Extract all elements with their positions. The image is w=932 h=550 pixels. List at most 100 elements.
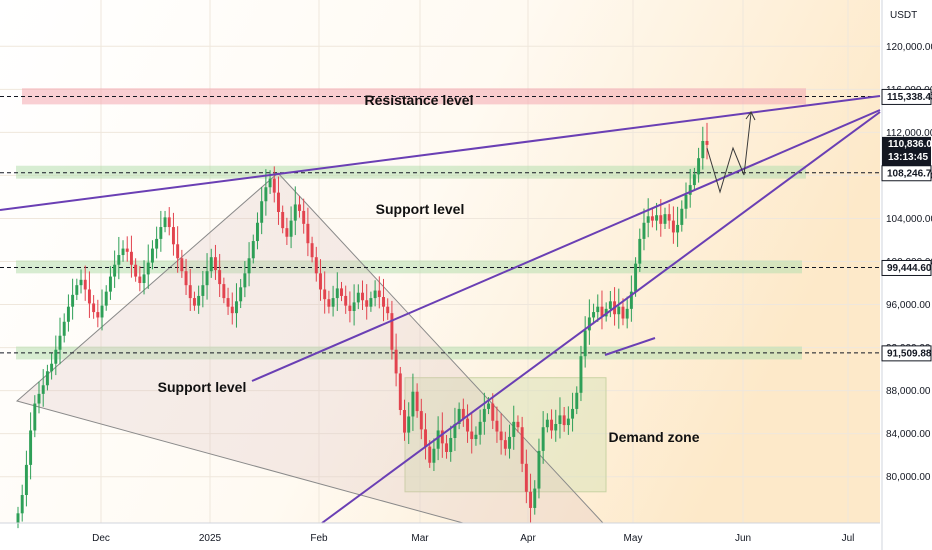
candle-body (411, 391, 415, 417)
candle-body (188, 285, 192, 299)
candle-body (277, 192, 280, 212)
candle-body (579, 356, 583, 393)
candle-body (121, 248, 125, 256)
candle-body (125, 248, 129, 252)
candle-body (298, 204, 301, 211)
x-tick-label: Mar (411, 533, 429, 544)
candle-body (424, 429, 427, 447)
candle-body (457, 408, 461, 424)
candle-body (541, 427, 545, 451)
candle-body (608, 301, 612, 309)
candle-body (58, 335, 62, 350)
candle-body (474, 434, 478, 440)
candle-body (390, 313, 394, 350)
candle-body (361, 292, 364, 301)
candle-body (268, 178, 272, 188)
candle-body (230, 306, 234, 314)
candle-body (403, 410, 406, 433)
projection-zigzag (706, 112, 752, 194)
candle-body (209, 257, 213, 272)
candle-body (150, 248, 154, 263)
candle-body (247, 258, 251, 274)
candle-body (285, 228, 289, 237)
last-price-label: 110,836.01 (888, 139, 932, 150)
support-zone (16, 260, 802, 274)
candle-body (503, 440, 507, 449)
candle-body (37, 393, 41, 404)
candle-body (705, 140, 709, 145)
candle-body (512, 421, 516, 437)
candle-body (289, 220, 293, 237)
candle-body (646, 216, 650, 223)
candle-body (226, 298, 230, 307)
y-tick-label: 88,000.00 (886, 386, 931, 397)
x-tick-label: Feb (310, 533, 328, 544)
candles (16, 122, 709, 529)
candle-body (428, 446, 432, 463)
candle-body (663, 214, 667, 224)
candle-body (62, 321, 66, 336)
candle-body (272, 178, 276, 193)
price-badge-label: 99,444.60 (887, 263, 932, 274)
candle-body (566, 418, 570, 426)
candle-body (478, 421, 482, 435)
candle-body (520, 427, 524, 464)
candle-body (600, 306, 604, 317)
candle-body (222, 284, 226, 299)
candle-body (495, 420, 499, 432)
price-badge-label: 108,246.76 (887, 168, 932, 179)
price-badge (881, 88, 932, 105)
candle-body (487, 403, 491, 409)
candle-body (66, 306, 70, 322)
candle-body (659, 215, 663, 224)
candle-body (323, 289, 327, 300)
trend-lines (0, 95, 881, 524)
candle-body (419, 411, 423, 430)
candle-body (596, 306, 600, 313)
projection-arrowhead (745, 111, 756, 121)
last-price-badge (882, 136, 931, 166)
candle-body (340, 288, 343, 296)
candle-body (129, 251, 133, 265)
price-badge (881, 345, 932, 362)
candle-body (41, 385, 45, 394)
price-badge-label: 91,509.88 (887, 348, 932, 359)
candle-body (251, 241, 255, 259)
candle-body (625, 308, 629, 319)
candle-body (680, 208, 684, 225)
candle-body (293, 204, 297, 221)
candle-body (356, 292, 360, 303)
y-tick-label: 84,000.00 (886, 429, 931, 440)
candle-body (386, 306, 390, 314)
candle-body (176, 244, 180, 259)
candle-body (75, 285, 79, 295)
candle-body (184, 271, 188, 286)
candle-body (100, 305, 104, 318)
x-tick-label: 2025 (199, 533, 222, 544)
candle-body (205, 271, 209, 286)
candle-body (306, 223, 310, 244)
candle-body (327, 299, 331, 307)
candle-body (394, 349, 398, 374)
candle-body (167, 217, 171, 228)
candle-body (348, 305, 352, 312)
support-zone (16, 165, 806, 179)
candle-body (562, 415, 566, 426)
candle-body (529, 491, 533, 508)
candle-body (692, 174, 696, 186)
price-badge (881, 165, 932, 182)
candle-body (466, 418, 470, 432)
candle-body (676, 224, 680, 233)
candle-body (537, 450, 541, 489)
candle-body (79, 279, 83, 286)
y-tick-label: 120,000.00 (886, 42, 932, 53)
candle-body (108, 276, 112, 292)
candle-body (470, 431, 474, 440)
candle-body (697, 158, 701, 175)
candle-body (180, 258, 184, 272)
candle-body (24, 464, 28, 496)
candle-body (50, 363, 54, 372)
candle-body (558, 415, 562, 424)
candle-body (533, 488, 537, 508)
